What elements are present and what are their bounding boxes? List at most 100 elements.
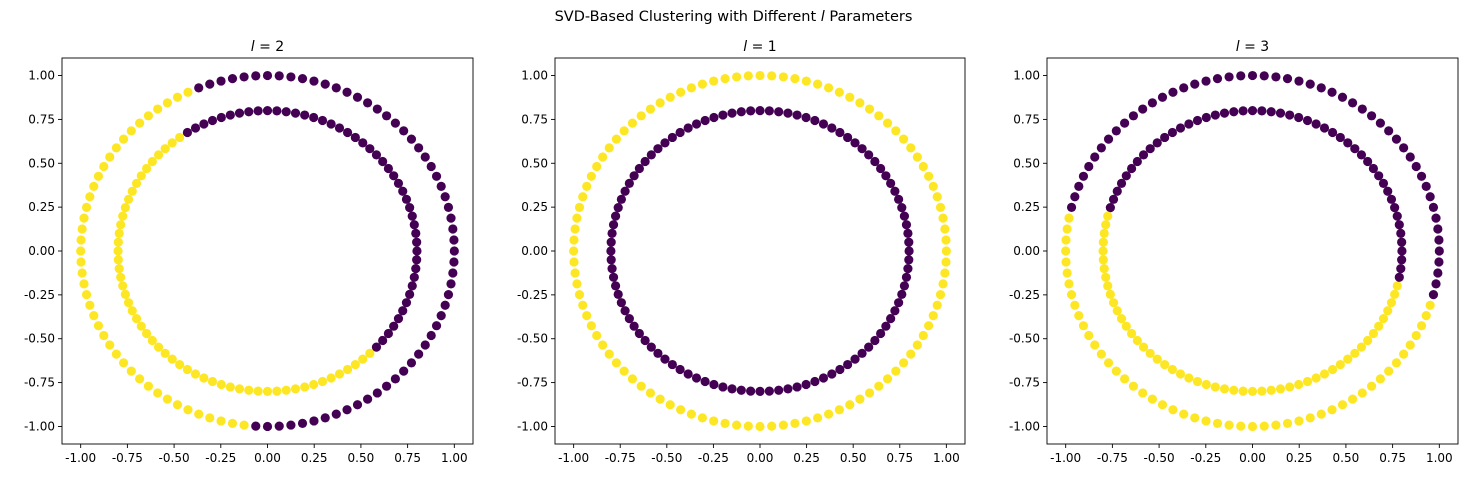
data-point bbox=[1236, 71, 1246, 81]
data-point bbox=[234, 108, 245, 118]
data-point bbox=[1103, 211, 1113, 221]
data-point bbox=[697, 79, 708, 89]
data-point bbox=[167, 138, 177, 148]
data-point bbox=[827, 123, 837, 133]
data-point bbox=[645, 104, 656, 114]
x-tick-label: 0.00 bbox=[254, 451, 281, 465]
data-point bbox=[253, 106, 263, 116]
data-point bbox=[1128, 111, 1139, 121]
data-point bbox=[1294, 112, 1304, 123]
data-point bbox=[1066, 290, 1077, 300]
data-point bbox=[607, 228, 617, 239]
data-point bbox=[99, 161, 109, 172]
data-point bbox=[1111, 366, 1121, 376]
data-point bbox=[598, 340, 608, 350]
data-point bbox=[1062, 268, 1072, 278]
y-tick-label: -0.25 bbox=[1009, 288, 1040, 302]
data-point bbox=[1201, 112, 1211, 123]
data-point bbox=[1192, 376, 1203, 387]
data-point bbox=[897, 203, 907, 213]
scatter-points bbox=[569, 70, 951, 432]
data-point bbox=[665, 92, 675, 102]
data-point bbox=[834, 405, 844, 415]
data-point bbox=[1112, 306, 1122, 316]
data-point bbox=[606, 246, 616, 256]
data-point bbox=[932, 192, 942, 202]
data-point bbox=[1259, 71, 1269, 81]
data-point bbox=[718, 110, 728, 120]
data-point bbox=[1101, 220, 1111, 230]
data-point bbox=[389, 171, 399, 181]
data-point bbox=[850, 354, 860, 364]
data-point bbox=[1121, 171, 1131, 181]
data-point bbox=[574, 290, 585, 300]
data-point bbox=[1167, 364, 1178, 375]
data-point bbox=[845, 92, 855, 102]
data-point bbox=[443, 202, 454, 212]
data-point bbox=[207, 115, 218, 126]
data-point bbox=[409, 220, 419, 230]
data-point bbox=[606, 255, 616, 265]
data-point bbox=[358, 138, 368, 148]
data-point bbox=[227, 418, 238, 428]
data-point bbox=[175, 359, 185, 370]
x-tick-label: 0.75 bbox=[394, 451, 421, 465]
data-point bbox=[598, 152, 608, 162]
data-point bbox=[300, 382, 310, 392]
data-point bbox=[414, 349, 424, 359]
data-point bbox=[1201, 379, 1211, 390]
data-point bbox=[1350, 348, 1360, 358]
data-point bbox=[736, 385, 746, 395]
data-point bbox=[608, 272, 619, 282]
data-point bbox=[792, 382, 802, 392]
data-point bbox=[123, 194, 134, 204]
data-point bbox=[1090, 340, 1100, 350]
data-point bbox=[127, 306, 137, 316]
data-point bbox=[1103, 358, 1114, 368]
data-point bbox=[1116, 178, 1127, 188]
data-point bbox=[262, 106, 273, 116]
x-tick-label: 0.25 bbox=[301, 451, 328, 465]
data-point bbox=[1294, 416, 1304, 426]
data-point bbox=[407, 281, 417, 291]
data-point bbox=[778, 72, 788, 82]
data-point bbox=[1078, 321, 1089, 331]
data-point bbox=[790, 418, 800, 428]
data-point bbox=[1160, 359, 1170, 370]
data-point bbox=[141, 163, 152, 174]
data-point bbox=[665, 400, 675, 410]
y-tick-label: 0.50 bbox=[521, 156, 548, 170]
data-point bbox=[1257, 106, 1267, 116]
data-point bbox=[93, 171, 104, 181]
data-point bbox=[412, 255, 422, 265]
x-tick-label: 0.25 bbox=[793, 451, 820, 465]
x-tick-label: -0.25 bbox=[698, 451, 729, 465]
data-point bbox=[1421, 181, 1431, 192]
data-point bbox=[118, 211, 128, 221]
y-tick-label: -0.50 bbox=[24, 332, 55, 346]
data-point bbox=[891, 126, 901, 136]
data-point bbox=[89, 310, 99, 321]
data-point bbox=[646, 150, 656, 160]
x-tick-label: -1.00 bbox=[558, 451, 589, 465]
data-point bbox=[401, 298, 412, 308]
data-point bbox=[700, 376, 710, 387]
data-point bbox=[199, 119, 209, 129]
data-point bbox=[1431, 213, 1441, 223]
data-point bbox=[77, 224, 87, 234]
data-point bbox=[99, 330, 109, 341]
data-point bbox=[1433, 224, 1443, 234]
data-point bbox=[352, 400, 363, 410]
data-point bbox=[1099, 228, 1109, 239]
data-point bbox=[160, 144, 170, 154]
data-point bbox=[352, 92, 363, 102]
data-point bbox=[1112, 186, 1122, 196]
data-point bbox=[1392, 281, 1402, 291]
data-point bbox=[834, 87, 844, 97]
data-point bbox=[136, 321, 146, 331]
data-point bbox=[363, 98, 373, 108]
data-point bbox=[904, 255, 914, 265]
data-point bbox=[592, 330, 602, 341]
data-point bbox=[843, 132, 853, 143]
data-point bbox=[309, 416, 319, 426]
